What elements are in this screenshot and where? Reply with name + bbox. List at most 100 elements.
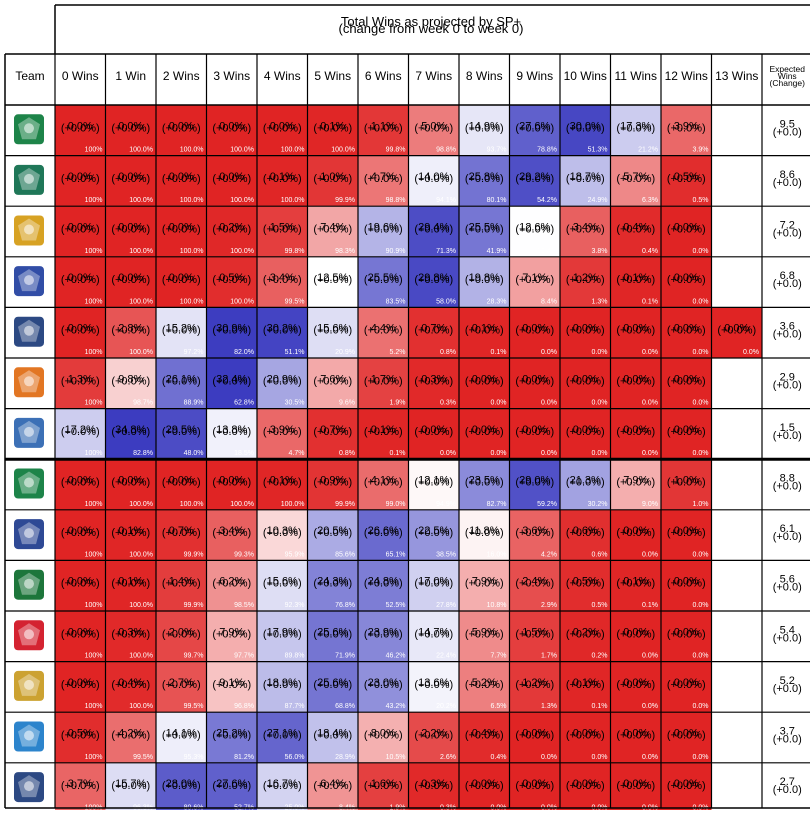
- cell-cumulative-label: 9.6%: [339, 400, 355, 407]
- cell-change-label: (+0.0%): [313, 730, 352, 742]
- cell-probability-label: 29.8%: [418, 272, 449, 284]
- cell-cumulative-label: 100%: [85, 248, 103, 255]
- cell-cumulative-label: 22.4%: [436, 653, 456, 660]
- cell-change-label: (+0.0%): [111, 224, 150, 236]
- cell-change-label: (+0.0%): [263, 679, 302, 691]
- cell-change-label: (+0.0%): [414, 578, 453, 590]
- cell-change-label: (+0.0%): [414, 628, 453, 640]
- cell-cumulative-label: 4.2%: [541, 551, 557, 558]
- cell-probability-label: 0.0%: [421, 424, 446, 436]
- cell-probability-label: 0.0%: [674, 323, 699, 335]
- cell-change-label: (+0.0%): [111, 527, 150, 539]
- cell-probability-label: 0.3%: [118, 626, 143, 638]
- cell-change-label: (+0.0%): [61, 274, 100, 286]
- cell-change-label: (+0.0%): [212, 578, 251, 590]
- cell-change-label: (+0.0%): [364, 477, 403, 489]
- heatmap-cell: [459, 661, 510, 713]
- cell-cumulative-label: 0.0%: [592, 400, 608, 407]
- cell-cumulative-label: 98.7%: [133, 400, 153, 407]
- heatmap-cell: [105, 206, 156, 257]
- cell-probability-label: 20.9%: [267, 373, 298, 385]
- heatmap-cell: [661, 256, 712, 308]
- heatmap-cell: [307, 358, 358, 409]
- cell-change-label: (+0.0%): [414, 679, 453, 691]
- cell-change-label: (+0.0%): [465, 527, 504, 539]
- cell-probability-label: 27.6%: [216, 778, 247, 790]
- cell-cumulative-label: 0.0%: [743, 349, 759, 356]
- cell-change-label: (+0.0%): [414, 780, 453, 792]
- heatmap-cell: [55, 611, 106, 662]
- cell-change-label: (+0.0%): [212, 628, 251, 640]
- expected-wins-label: 5.4: [780, 624, 795, 636]
- cell-change-label: (+0.0%): [364, 224, 403, 236]
- expected-wins-label: 8.6: [780, 169, 795, 181]
- cell-probability-label: 0.0%: [573, 728, 598, 740]
- cell-probability-label: 29.4%: [418, 222, 449, 234]
- cell-change-label: (+0.0%): [566, 375, 605, 387]
- heatmap-cell: [560, 256, 611, 308]
- cell-change-label: (+0.0%): [313, 173, 352, 185]
- cell-change-label: (+0.0%): [111, 426, 150, 438]
- heatmap-cell: [661, 459, 712, 510]
- cell-cumulative-label: 5.2%: [390, 349, 406, 356]
- cell-cumulative-label: 100%: [85, 703, 103, 710]
- cell-change-label: (+0.0%): [667, 375, 706, 387]
- heatmap-cell: [408, 408, 459, 460]
- cell-probability-label: 3.7%: [68, 778, 93, 790]
- heatmap-cell: [156, 459, 207, 510]
- heatmap-cell: [408, 105, 459, 156]
- cell-cumulative-label: 16.4%: [537, 248, 557, 255]
- cell-probability-label: 5.2%: [472, 677, 497, 689]
- heatmap-cell: [661, 762, 712, 814]
- cell-cumulative-label: 10.8%: [487, 602, 507, 609]
- heatmap-cell: [459, 611, 510, 662]
- cell-change-label: (+0.0%): [667, 527, 706, 539]
- heatmap-cell: [459, 560, 510, 611]
- cell-change-label: (+0.0%): [414, 325, 453, 337]
- cell-probability-label: 0.0%: [118, 475, 143, 487]
- cell-cumulative-label: 0.0%: [541, 349, 557, 356]
- cell-change-label: (+0.0%): [515, 679, 554, 691]
- heatmap-cell: [408, 206, 459, 257]
- heatmap-cell: [711, 307, 762, 358]
- cell-probability-label: 26.6%: [368, 525, 399, 537]
- heatmap-cell: [509, 358, 560, 409]
- cell-change-label: (+0.0%): [263, 173, 302, 185]
- cell-cumulative-label: 88.9%: [184, 400, 204, 407]
- cell-change-label: (+0.0%): [667, 578, 706, 590]
- heatmap-cell: [206, 459, 257, 510]
- cell-cumulative-label: 0.1%: [491, 349, 507, 356]
- cell-cumulative-label: 9.0%: [642, 501, 658, 508]
- heatmap-cell: [257, 105, 308, 156]
- heatmap-cell: [459, 105, 510, 156]
- cell-cumulative-label: 56.0%: [285, 754, 305, 761]
- cell-probability-label: 25.6%: [317, 677, 348, 689]
- cell-cumulative-label: 82.8%: [133, 450, 153, 457]
- cell-probability-label: 19.6%: [368, 222, 399, 234]
- heatmap-cell: [156, 105, 207, 156]
- cell-probability-label: 15.6%: [267, 576, 298, 588]
- heatmap-cell: [307, 155, 358, 207]
- cell-probability-label: 1.4%: [169, 576, 194, 588]
- cell-cumulative-label: 0.0%: [693, 703, 709, 710]
- cell-change-label: (+0.0%): [616, 173, 655, 185]
- column-header: 8 Wins: [466, 69, 503, 83]
- cell-change-label: (+0.0%): [212, 477, 251, 489]
- cell-cumulative-label: 65.1%: [386, 551, 406, 558]
- cell-cumulative-label: 94.9%: [436, 501, 456, 508]
- cell-change-label: (+0.0%): [515, 628, 554, 640]
- cell-cumulative-label: 0.0%: [491, 450, 507, 457]
- cell-cumulative-label: 0.0%: [642, 653, 658, 660]
- cell-cumulative-label: 99.9%: [335, 197, 355, 204]
- expected-wins-label: 5.6: [780, 574, 795, 586]
- cell-change-label: (+0.0%): [414, 426, 453, 438]
- cell-probability-label: 0.5%: [573, 576, 598, 588]
- cell-cumulative-label: 100%: [85, 450, 103, 457]
- cell-probability-label: 0.0%: [674, 424, 699, 436]
- cell-probability-label: 0.2%: [573, 626, 598, 638]
- cell-change-label: (+0.0%): [515, 173, 554, 185]
- cell-cumulative-label: 0.0%: [642, 804, 658, 810]
- cell-change-label: (+0.0%): [212, 224, 251, 236]
- cell-change-label: (+0.0%): [566, 325, 605, 337]
- cell-probability-label: 3.9%: [674, 120, 699, 132]
